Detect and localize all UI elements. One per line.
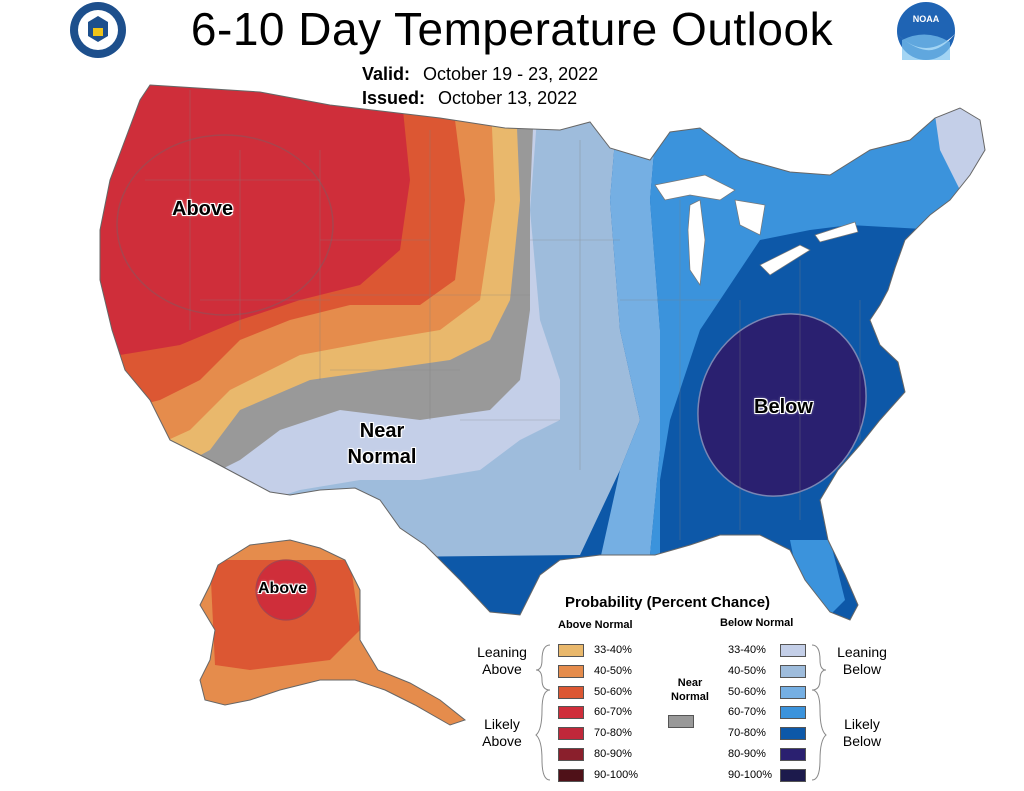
legend-below-label: 60-70% <box>728 706 766 719</box>
noaa-logo-text: NOAA <box>913 14 940 24</box>
legend-above-swatch <box>558 685 584 699</box>
legend-likely-above: Likely Above <box>482 716 522 749</box>
legend-below-label: 33-40% <box>728 644 766 656</box>
label-near-normal: Near Normal <box>347 420 417 468</box>
legend-above-swatch <box>558 768 584 782</box>
label-alaska-above: Above <box>258 580 307 597</box>
legend-above-head: Above Normal <box>558 619 633 631</box>
page-title: 6-10 Day Temperature Outlook <box>190 3 834 55</box>
legend-below-swatch <box>780 644 806 657</box>
legend-above-label: 40-50% <box>594 664 632 677</box>
legend-above-swatch <box>558 664 584 678</box>
issued-line: Issued: October 13, 2022 <box>362 88 577 109</box>
great-lakes <box>654 174 859 286</box>
legend-below-swatch <box>780 706 806 720</box>
legend-above-swatch <box>558 644 584 657</box>
legend-below-label: 70-80% <box>728 727 766 740</box>
conus-probability-regions <box>100 85 985 620</box>
legend-above-label: 90-100% <box>594 768 639 781</box>
legend-title: Probability (Percent Chance) <box>565 594 771 611</box>
valid-value: October 19 - 23, 2022 <box>423 64 599 84</box>
legend-below-swatch <box>780 768 806 782</box>
label-southeast-below: Below <box>754 396 813 418</box>
legend-above-label: 60-70% <box>594 706 632 719</box>
legend-near-swatch <box>668 715 694 728</box>
legend-above-label: 50-60% <box>594 685 632 698</box>
alaska-probability-regions <box>200 540 465 725</box>
legend-below-label: 90-100% <box>728 768 773 781</box>
legend-below-swatch <box>780 664 806 678</box>
legend-below-swatch <box>780 685 806 699</box>
issued-value: October 13, 2022 <box>438 88 578 108</box>
legend-above-swatch <box>558 748 584 761</box>
noaa-logo: NOAA <box>897 2 955 60</box>
legend-near-head: Near Normal <box>671 677 709 703</box>
legend-likely-below: Likely Below <box>842 716 882 749</box>
legend-above-label: 33-40% <box>594 644 632 656</box>
legend-below-swatch <box>780 727 806 741</box>
legend-above-label: 80-90% <box>594 748 632 760</box>
legend-brackets <box>535 644 827 781</box>
legend-below-swatch <box>780 748 806 761</box>
legend-leaning-below: Leaning Below <box>837 644 887 677</box>
issued-label: Issued: <box>362 88 426 108</box>
legend-above-label: 70-80% <box>594 727 632 740</box>
legend-leaning-above: Leaning Above <box>477 644 527 677</box>
legend-below-label: 80-90% <box>728 748 766 760</box>
doc-seal-logo <box>70 2 126 58</box>
legend-above-swatch <box>558 727 584 741</box>
valid-label: Valid: <box>362 64 411 84</box>
legend-above-swatch <box>558 706 584 720</box>
legend-below-head: Below Normal <box>720 617 794 629</box>
label-west-above: Above <box>172 198 234 220</box>
legend-below-label: 50-60% <box>728 685 766 698</box>
valid-line: Valid: October 19 - 23, 2022 <box>362 64 598 85</box>
legend-below-label: 40-50% <box>728 664 766 677</box>
